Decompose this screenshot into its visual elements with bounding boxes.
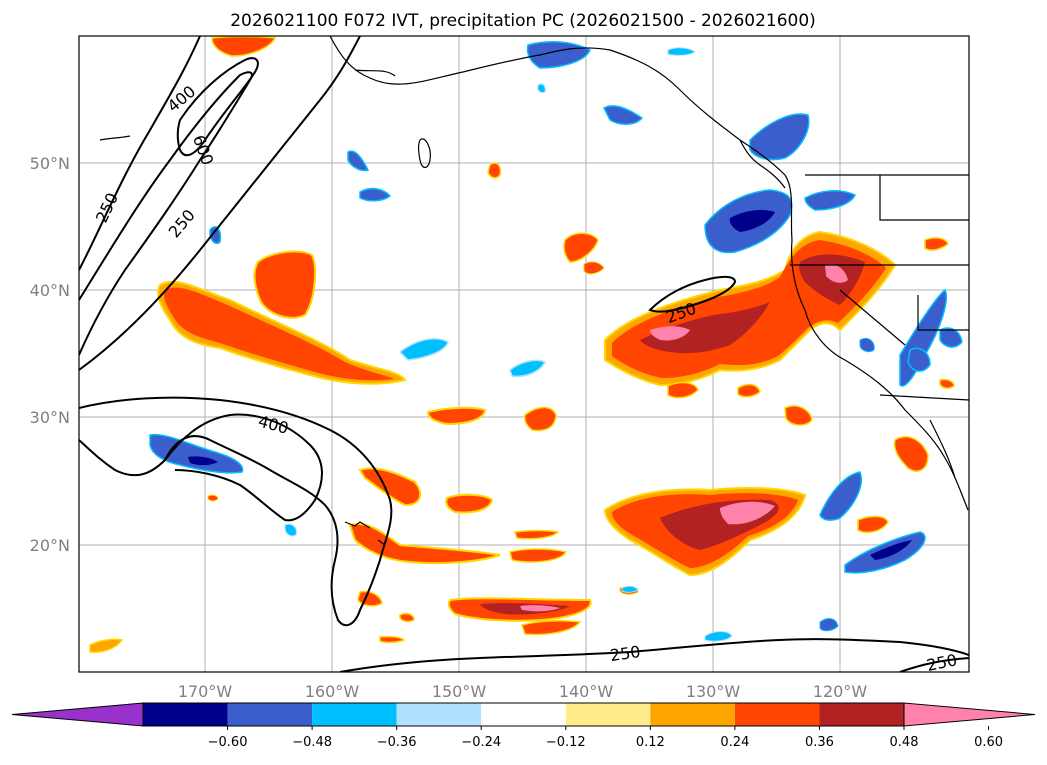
colorbar-tick-label: −0.48 xyxy=(292,735,332,750)
colorbar-segment xyxy=(143,703,228,726)
colorbar-extend-high xyxy=(903,702,1036,727)
colorbar-tick-label: −0.24 xyxy=(461,735,501,750)
lat-tick-label: 30°N xyxy=(30,408,70,427)
lon-tick-label: 130°W xyxy=(686,682,741,701)
colorbar-segment xyxy=(312,703,397,726)
colorbar-tick-label: 0.36 xyxy=(805,735,834,750)
lon-tick-label: 170°W xyxy=(178,682,233,701)
lat-tick-label: 50°N xyxy=(30,154,70,173)
lon-tick-labels: 170°W 160°W 150°W 140°W 130°W 120°W xyxy=(178,682,868,701)
colorbar-tick-label: −0.12 xyxy=(546,735,586,750)
figure-title: 2026021100 F072 IVT, precipitation PC (2… xyxy=(230,11,816,31)
precip-positive-regions xyxy=(89,36,955,653)
colorbar-tick-label: −0.60 xyxy=(208,735,248,750)
lat-tick-label: 20°N xyxy=(30,536,70,555)
colorbar-frame xyxy=(142,702,905,727)
colorbar-segment xyxy=(565,703,651,726)
coastlines xyxy=(99,36,969,546)
contour-label: 250 xyxy=(925,650,959,675)
colorbar-segment xyxy=(227,703,313,726)
precip-negative-regions xyxy=(149,40,963,642)
map-frame xyxy=(78,35,970,673)
contour-label: 250 xyxy=(609,642,642,665)
colorbar-tick-label: 0.60 xyxy=(974,735,1003,750)
colorbar-segment xyxy=(734,703,820,726)
colorbar-segment xyxy=(819,703,904,726)
lon-tick-label: 140°W xyxy=(559,682,614,701)
lon-tick-label: 150°W xyxy=(432,682,487,701)
lon-tick-label: 160°W xyxy=(305,682,360,701)
colorbar-segments xyxy=(11,702,1036,727)
colorbar-segment xyxy=(396,703,482,726)
map-background xyxy=(79,36,969,672)
colorbar-segment xyxy=(481,703,566,726)
colorbar-tick-label: 0.48 xyxy=(890,735,919,750)
colorbar-tick-label: 0.24 xyxy=(720,735,749,750)
ivt-contours xyxy=(79,36,969,672)
lat-tick-label: 40°N xyxy=(30,281,70,300)
colorbar-extend-low xyxy=(11,702,144,727)
colorbar: −0.60 −0.48 −0.36 −0.24 −0.12 0.12 0.24 0.36 0.4… xyxy=(11,702,1036,750)
colorbar-tick-label: 0.12 xyxy=(636,735,665,750)
colorbar-ticks: −0.60 −0.48 −0.36 −0.24 −0.12 0.12 0.24 0.36 0.4… xyxy=(208,726,1003,750)
lat-tick-labels: 50°N 40°N 30°N 20°N xyxy=(30,154,70,555)
map-panel: 400 600 250 250 400 250 250 250 xyxy=(78,35,970,675)
lon-tick-label: 120°W xyxy=(813,682,868,701)
colorbar-segment xyxy=(650,703,735,726)
colorbar-tick-label: −0.36 xyxy=(377,735,417,750)
